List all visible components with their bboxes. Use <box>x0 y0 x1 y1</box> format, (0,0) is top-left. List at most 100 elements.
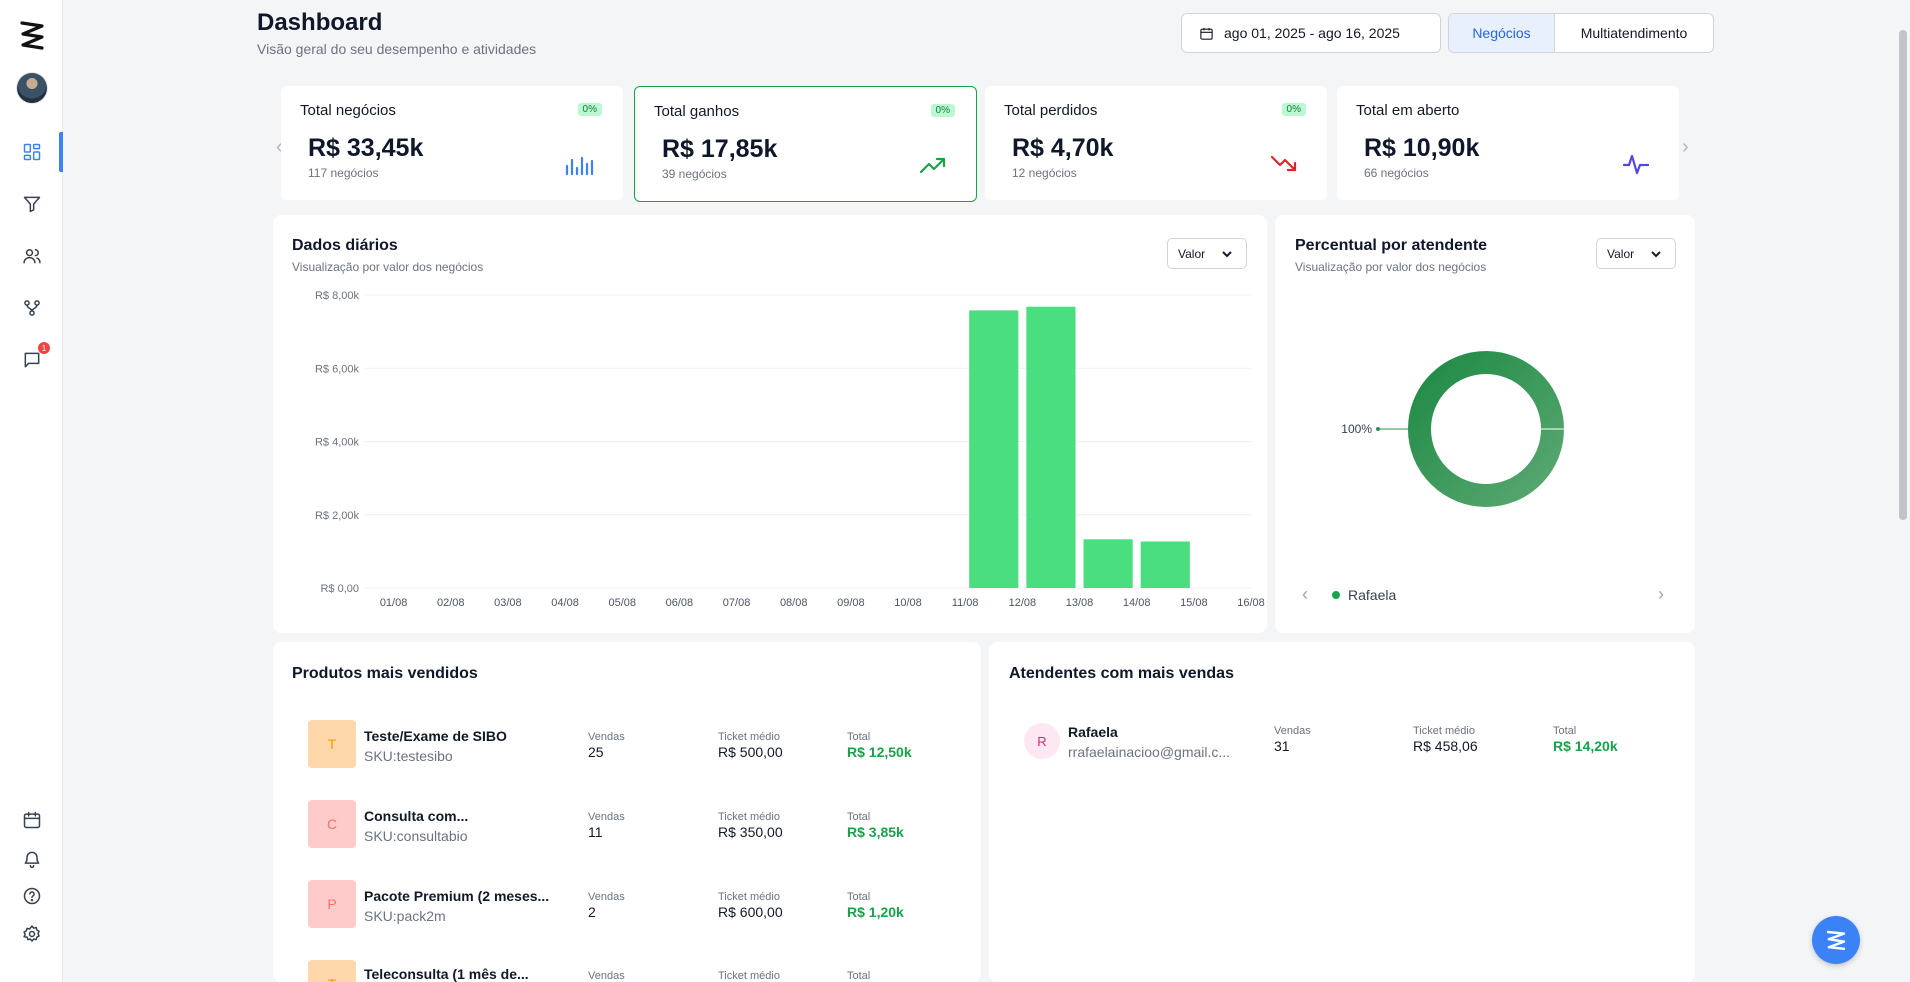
bell-icon[interactable] <box>20 847 44 871</box>
app-logo[interactable] <box>18 20 46 50</box>
kpi-card-total-perdidos[interactable]: Total perdidos 0% R$ 4,70k 12 negócios <box>985 86 1327 200</box>
legend-label: Rafaela <box>1348 587 1397 603</box>
daily-title: Dados diários <box>292 237 398 254</box>
kpi-prev-arrow[interactable]: ‹ <box>276 136 283 158</box>
date-range-picker[interactable]: ago 01, 2025 - ago 16, 2025 <box>1181 13 1441 53</box>
y-tick-label: R$ 4,00k <box>315 437 360 449</box>
attendant-avatar: R <box>1024 723 1060 759</box>
daily-bar-chart: R$ 0,00 R$ 2,00k R$ 4,00k R$ 6,00k R$ 8,00k 0… <box>315 290 1265 609</box>
sales-label: Vendas <box>588 731 625 743</box>
ticket-value: R$ 600,00 <box>718 904 783 920</box>
kpi-card-total-em-aberto[interactable]: Total em aberto R$ 10,90k 66 negócios <box>1337 86 1679 200</box>
product-thumb: P <box>308 880 356 928</box>
total-label: Total <box>847 891 871 903</box>
ticket-label: Ticket médio <box>718 811 780 823</box>
dashboard-icon[interactable] <box>20 140 44 164</box>
trending-down-icon <box>1269 152 1299 176</box>
kpi-card-total-ganhos[interactable]: Total ganhos 0% R$ 17,85k 39 negócios <box>634 86 977 202</box>
page-scrollbar[interactable] <box>1899 30 1907 520</box>
sidebar: 1 <box>0 0 63 982</box>
total-value: R$ 1,20k <box>847 904 904 920</box>
tab-negocios[interactable]: Negócios <box>1449 14 1555 52</box>
chevron-left-icon[interactable]: ‹ <box>1302 584 1308 604</box>
ticket-value: R$ 458,06 <box>1413 738 1478 754</box>
kpi-sub: 39 negócios <box>662 167 727 181</box>
kpi-label: Total em aberto <box>1356 102 1460 119</box>
attendant-name: Rafaela <box>1068 724 1118 740</box>
product-sku: SKU:consultabio <box>364 828 468 844</box>
sales-label: Vendas <box>1274 725 1311 737</box>
kpi-label: Total perdidos <box>1004 102 1098 119</box>
total-label: Total <box>847 970 871 982</box>
sales-value: 2 <box>588 904 596 920</box>
product-thumb: T <box>308 720 356 768</box>
funnel-icon[interactable] <box>20 192 44 216</box>
x-tick-label: 13/08 <box>1066 597 1094 609</box>
help-icon[interactable] <box>20 884 44 908</box>
legend-dot <box>1332 591 1340 599</box>
kpi-value: R$ 17,85k <box>662 135 778 163</box>
workflow-icon[interactable] <box>20 296 44 320</box>
kpi-sub: 12 negócios <box>1012 166 1077 180</box>
bar <box>1083 539 1133 588</box>
product-row[interactable]: C Consulta com... SKU:consultabio Vendas… <box>308 800 968 860</box>
product-row[interactable]: P Pacote Premium (2 meses... SKU:pack2m … <box>308 880 968 940</box>
kpi-card-total-negocios[interactable]: Total negócios 0% R$ 33,45k 117 negócios <box>281 86 623 200</box>
view-toggle: Negócios Multiatendimento <box>1448 13 1714 53</box>
user-avatar[interactable] <box>16 72 48 104</box>
sales-value: 31 <box>1274 738 1290 754</box>
settings-icon[interactable] <box>20 922 44 946</box>
chat-badge: 1 <box>38 342 50 354</box>
x-tick-label: 10/08 <box>894 597 922 609</box>
x-tick-label: 01/08 <box>380 597 408 609</box>
page-title: Dashboard <box>257 9 383 36</box>
attendant-metric-select[interactable]: Valor <box>1596 238 1676 269</box>
page-subtitle: Visão geral do seu desempenho e atividad… <box>257 41 537 57</box>
calendar-icon[interactable] <box>20 808 44 832</box>
ticket-label: Ticket médio <box>718 731 780 743</box>
top-products-panel <box>273 642 981 982</box>
attendant-percent-panel <box>1275 215 1695 633</box>
top-attendants-title: Atendentes com mais vendas <box>1009 665 1234 682</box>
total-value: R$ 14,20k <box>1553 738 1618 754</box>
ticket-value: R$ 350,00 <box>718 824 783 840</box>
chat-launcher-button[interactable] <box>1812 916 1860 964</box>
total-label: Total <box>847 811 871 823</box>
x-tick-label: 09/08 <box>837 597 865 609</box>
kpi-label: Total negócios <box>300 102 396 119</box>
sales-label: Vendas <box>588 811 625 823</box>
bar-chart-icon <box>565 152 595 176</box>
daily-subtitle: Visualização por valor dos negócios <box>292 260 484 274</box>
ticket-value: R$ 500,00 <box>718 744 783 760</box>
x-tick-label: 05/08 <box>608 597 636 609</box>
x-tick-label: 12/08 <box>1009 597 1037 609</box>
product-row[interactable]: T Teleconsulta (1 mês de... Vendas Ticke… <box>308 960 968 982</box>
kpi-value: R$ 10,90k <box>1364 134 1480 162</box>
chat-icon[interactable] <box>20 348 44 372</box>
sales-value: 25 <box>588 744 604 760</box>
product-sku: SKU:pack2m <box>364 908 446 924</box>
product-thumb: C <box>308 800 356 848</box>
product-row[interactable]: T Teste/Exame de SIBO SKU:testesibo Vend… <box>308 720 968 780</box>
attendant-row[interactable]: R Rafaela rrafaelainacioo@gmail.c... Ven… <box>1024 723 1684 783</box>
product-name: Consulta com... <box>364 808 469 824</box>
x-tick-label: 16/08 <box>1237 597 1265 609</box>
ticket-label: Ticket médio <box>1413 725 1475 737</box>
kpi-next-arrow[interactable]: › <box>1682 136 1689 158</box>
bar <box>1140 541 1190 588</box>
slice-label: 100% <box>1341 422 1372 436</box>
y-tick-label: R$ 6,00k <box>315 363 360 375</box>
sales-label: Vendas <box>588 970 625 982</box>
chevron-right-icon[interactable]: › <box>1658 584 1664 604</box>
x-tick-label: 02/08 <box>437 597 465 609</box>
donut-slice <box>1408 351 1564 507</box>
product-thumb: T <box>308 960 356 982</box>
daily-metric-select[interactable]: Valor <box>1167 238 1247 269</box>
tab-multiatendimento[interactable]: Multiatendimento <box>1580 25 1688 41</box>
y-tick-label: R$ 8,00k <box>315 290 360 302</box>
users-icon[interactable] <box>20 244 44 268</box>
y-tick-label: R$ 0,00 <box>320 583 359 595</box>
kpi-badge: 0% <box>930 104 955 117</box>
x-tick-label: 14/08 <box>1123 597 1151 609</box>
activity-icon <box>1621 152 1651 176</box>
